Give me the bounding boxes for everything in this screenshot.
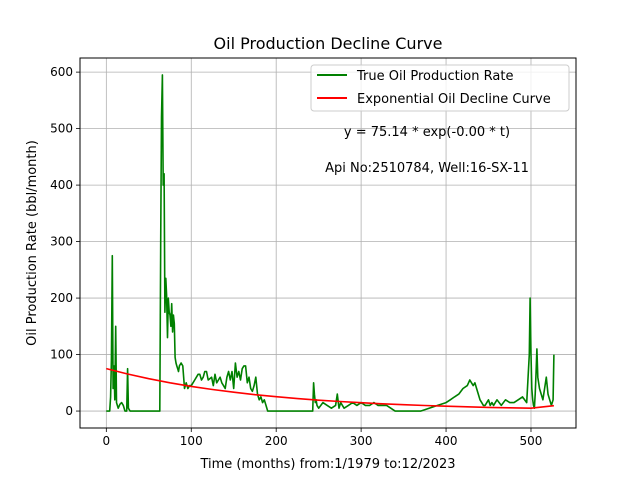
- y-tick-label: 100: [50, 348, 73, 362]
- equation-annotation: y = 75.14 * exp(-0.00 * t): [344, 125, 510, 140]
- y-tick-label: 400: [50, 178, 73, 192]
- y-tick-label: 200: [50, 291, 73, 305]
- x-tick-label: 300: [350, 434, 373, 448]
- x-tick-label: 200: [265, 434, 288, 448]
- x-tick-label: 400: [435, 434, 458, 448]
- exponential-decline-line: [106, 367, 554, 410]
- legend-label-exponential: Exponential Oil Decline Curve: [357, 92, 551, 107]
- y-tick-label: 600: [50, 65, 73, 79]
- legend-box: [310, 64, 570, 112]
- grid: [80, 58, 576, 428]
- y-tick-label: 0: [65, 404, 73, 418]
- x-axis-label: Time (months) from:1/1979 to:12/2023: [199, 457, 455, 472]
- y-axis-label: Oil Production Rate (bbl/month): [25, 140, 40, 346]
- plot-frame: [79, 57, 577, 429]
- legend: True Oil Production Rate Exponential Oil…: [310, 64, 570, 112]
- series-layer: [106, 74, 555, 412]
- x-tick-label: 0: [103, 434, 111, 448]
- ticks: 0 100 200 300 400 500 0 100 200 300 400 500 600: [50, 65, 542, 448]
- true-rate-line: [106, 74, 555, 412]
- legend-label-true-rate: True Oil Production Rate: [356, 69, 513, 84]
- y-tick-label: 300: [50, 235, 73, 249]
- chart-title: Oil Production Decline Curve: [214, 34, 443, 53]
- y-tick-label: 500: [50, 122, 73, 136]
- x-tick-label: 100: [180, 434, 203, 448]
- x-tick-label: 500: [520, 434, 543, 448]
- well-annotation: Api No:2510784, Well:16-SX-11: [325, 161, 529, 176]
